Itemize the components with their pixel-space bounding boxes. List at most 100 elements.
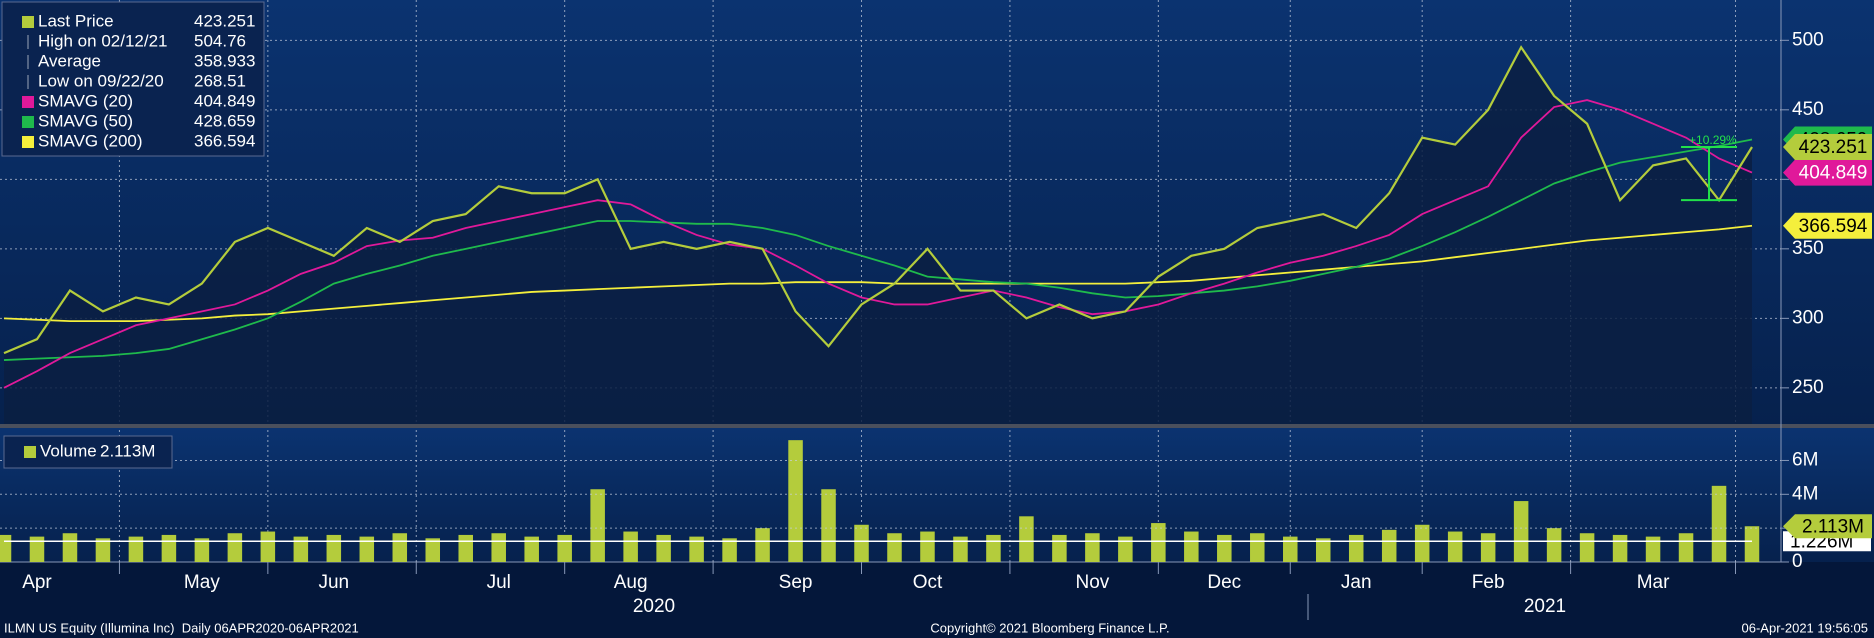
legend-label: SMAVG (200)	[38, 131, 143, 150]
legend: Last Price 423.251 High on 02/12/21 504.76 A…	[1, 1, 265, 157]
volume-bar	[623, 531, 638, 562]
legend-label: Volume	[40, 441, 97, 460]
axis-area	[0, 562, 1874, 638]
volume-bar	[557, 534, 572, 562]
volume-bar	[1513, 501, 1529, 562]
series-line	[3, 224, 1753, 323]
legend-swatch	[24, 446, 36, 458]
y-tick-label: 450	[1792, 99, 1824, 120]
legend-swatch	[22, 16, 34, 28]
footer-right: 06-Apr-2021 19:56:05	[1742, 620, 1868, 635]
value-tag: 423.251	[1783, 134, 1872, 161]
x-tick-label: Feb	[1472, 572, 1505, 593]
volume-bar	[1250, 533, 1265, 562]
value-tag-label: 2.113M	[1802, 516, 1864, 537]
volume-bar	[293, 536, 309, 562]
y-tick-label: 4M	[1792, 483, 1818, 504]
volume-bar	[1217, 534, 1232, 562]
volume-bar	[1447, 531, 1463, 562]
volume-bar	[656, 534, 671, 562]
volume-bar	[1019, 516, 1034, 562]
volume-bar	[1315, 538, 1331, 562]
volume-bar	[986, 534, 1001, 562]
value-tag-box	[1783, 514, 1872, 539]
volume-bar	[227, 533, 243, 562]
volume-bar	[260, 531, 276, 562]
volume-bar	[1085, 533, 1100, 562]
legend-value: 428.659	[194, 111, 255, 130]
legend-value: 2.113M	[100, 441, 155, 460]
x-tick-label: Apr	[22, 572, 52, 593]
x-tick-label: Jun	[318, 572, 349, 593]
legend-label: Average	[38, 51, 101, 70]
y-tick-label: 500	[1792, 29, 1824, 50]
legend: Volume 2.113M	[3, 435, 173, 469]
y-tick-label: 250	[1792, 377, 1824, 398]
legend-value: 366.594	[194, 131, 255, 150]
volume-bar	[392, 533, 408, 562]
x-tick-label: Aug	[614, 572, 648, 593]
y-tick-label: 6M	[1792, 449, 1818, 470]
value-tag-label: 366.594	[1799, 216, 1868, 237]
value-tag-label: 423.251	[1799, 137, 1868, 158]
legend-label: High on 02/12/21	[38, 31, 168, 50]
volume-bar	[722, 538, 737, 562]
volume-bar	[458, 534, 473, 562]
footer-left: ILMN US Equity (Illumina Inc) Daily 06AP…	[4, 620, 359, 635]
value-tag: 404.849	[1783, 159, 1872, 186]
series-line	[3, 45, 1753, 355]
year-label: 2020	[633, 596, 675, 617]
legend-value: 504.76	[194, 31, 246, 50]
volume-bar	[491, 533, 506, 562]
legend-label: Last Price	[38, 11, 114, 30]
volume-bar	[854, 524, 869, 562]
volume-panel	[0, 428, 1874, 562]
value-tag: 2.113M	[1783, 514, 1872, 539]
plot-layer: Apr May Jun Jul Aug Sep Oct Nov Dec Jan Feb Mar 250 3…	[0, 0, 1872, 593]
volume-bar	[194, 538, 210, 562]
legend-value: 404.849	[194, 91, 255, 110]
volume-bar	[62, 533, 78, 562]
volume-bar	[359, 536, 375, 562]
x-tick-label: Jan	[1341, 572, 1372, 593]
series-line	[3, 138, 1753, 361]
volume-bar	[689, 536, 704, 562]
volume-bar	[1546, 528, 1562, 562]
panel-divider	[0, 424, 1874, 428]
volume-bar	[1118, 536, 1133, 562]
x-tick-label: May	[184, 572, 220, 593]
volume-bar	[1480, 533, 1496, 562]
legend-value: 358.933	[194, 51, 255, 70]
value-tag-box	[1783, 159, 1872, 186]
volume-bar	[1151, 523, 1166, 562]
volume-bar	[1381, 529, 1397, 562]
x-tick-label: Nov	[1075, 572, 1109, 593]
volume-bar	[953, 536, 968, 562]
volume-bar	[29, 536, 45, 562]
volume-bar	[1414, 524, 1430, 562]
legend-label: Low on 09/22/20	[38, 71, 164, 90]
x-tick-label: Sep	[779, 572, 813, 593]
legend-value: 268.51	[194, 71, 246, 90]
x-tick-label: Mar	[1637, 572, 1670, 593]
price-area	[4, 47, 1752, 425]
volume-bar	[788, 440, 803, 562]
legend-label: SMAVG (20)	[38, 91, 133, 110]
y-tick-label: 300	[1792, 307, 1824, 328]
volume-bar	[887, 533, 902, 562]
y-tick-label: 350	[1792, 238, 1824, 259]
legend-swatch	[22, 116, 34, 128]
footer-center: Copyright© 2021 Bloomberg Finance L.P.	[930, 620, 1169, 635]
legend-box	[1, 1, 265, 157]
legend-value: 423.251	[194, 11, 255, 30]
value-tag-label: 404.849	[1799, 163, 1868, 184]
y-tick-label: 0	[1792, 551, 1803, 572]
x-tick-label: Oct	[913, 572, 943, 593]
volume-bar	[1283, 536, 1298, 562]
annotation: +10.29%	[1689, 133, 1737, 147]
value-tag: 366.594	[1783, 212, 1872, 239]
volume-bar	[1678, 533, 1694, 562]
volume-bar	[1579, 533, 1595, 562]
